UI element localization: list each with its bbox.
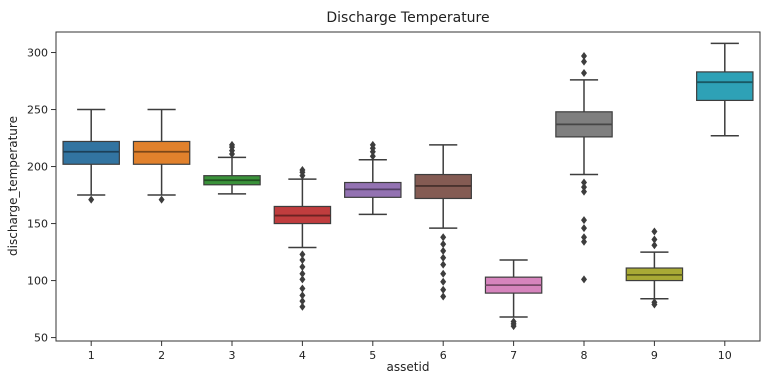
x-axis-label: assetid	[387, 360, 430, 372]
x-tick-label: 7	[510, 349, 517, 362]
outlier-point	[299, 165, 306, 174]
x-axis: 1 2 3 4 5 6 7 8 9 10	[88, 341, 732, 362]
outlier-point	[299, 256, 306, 265]
y-axis-label: discharge_temperature	[6, 116, 20, 256]
x-tick-label: 9	[651, 349, 658, 362]
outlier-point	[581, 57, 587, 66]
x-tick-label: 4	[299, 349, 306, 362]
box-group-5	[344, 140, 402, 216]
x-tick-label: 1	[88, 349, 95, 362]
outlier-point	[581, 69, 587, 78]
y-tick-label: 100	[27, 275, 48, 288]
outlier-point	[440, 253, 447, 262]
y-tick-label: 50	[34, 332, 48, 345]
outlier-point	[581, 224, 587, 233]
y-tick-label: 250	[27, 104, 48, 117]
outlier-point	[440, 292, 447, 301]
outlier-point	[651, 235, 658, 244]
outlier-point	[369, 152, 376, 161]
y-tick-label: 300	[27, 47, 48, 60]
outlier-point	[440, 285, 447, 294]
outlier-point	[510, 322, 517, 331]
outlier-point	[369, 140, 376, 149]
outlier-point	[440, 277, 447, 286]
x-tick-label: 10	[718, 349, 732, 362]
outlier-point	[299, 269, 306, 278]
outlier-point	[581, 51, 587, 60]
outlier-point	[440, 246, 447, 255]
outlier-point	[581, 183, 587, 192]
x-tick-label: 2	[158, 349, 165, 362]
outlier-point	[299, 302, 306, 311]
outlier-point	[88, 195, 95, 204]
outlier-point	[651, 227, 658, 236]
box-iqr	[62, 140, 120, 165]
box-group-6	[414, 144, 472, 301]
outlier-point	[440, 233, 447, 242]
plot-area	[62, 42, 754, 331]
y-axis: 50 100 150 200 250 300	[27, 47, 56, 345]
outlier-point	[651, 241, 658, 250]
plot-frame	[55, 31, 761, 342]
outlier-point	[299, 275, 306, 284]
outlier-point	[581, 178, 587, 187]
x-tick-label: 3	[229, 349, 236, 362]
box-group-1	[62, 108, 120, 204]
box-iqr	[132, 140, 191, 165]
box-group-9	[625, 227, 684, 309]
outlier-point	[651, 300, 658, 309]
y-tick-label: 200	[27, 161, 48, 174]
box-group-8	[555, 51, 613, 284]
outlier-point	[158, 195, 165, 204]
chart-title: Discharge Temperature	[326, 10, 489, 26]
y-tick-label: 150	[27, 218, 48, 231]
box-group-4	[273, 165, 332, 311]
outlier-point	[299, 262, 306, 271]
outlier-point	[440, 269, 447, 278]
outlier-point	[581, 216, 587, 225]
x-tick-label: 5	[369, 349, 376, 362]
outlier-point	[440, 260, 447, 269]
x-tick-label: 6	[440, 349, 447, 362]
outlier-point	[581, 237, 587, 246]
box-iqr	[696, 71, 754, 102]
outlier-point	[581, 233, 587, 242]
outlier-point	[440, 240, 447, 249]
x-tick-label: 8	[581, 349, 588, 362]
outlier-point	[299, 250, 306, 259]
outlier-point	[581, 275, 587, 284]
box-group-3	[203, 140, 261, 195]
outlier-point	[299, 291, 306, 300]
outlier-point	[299, 297, 306, 306]
outlier-point	[229, 140, 235, 149]
box-group-10	[696, 42, 754, 137]
box-group-7	[484, 259, 543, 331]
outlier-point	[299, 284, 306, 293]
outlier-point	[581, 187, 587, 196]
box-group-2	[132, 108, 191, 204]
